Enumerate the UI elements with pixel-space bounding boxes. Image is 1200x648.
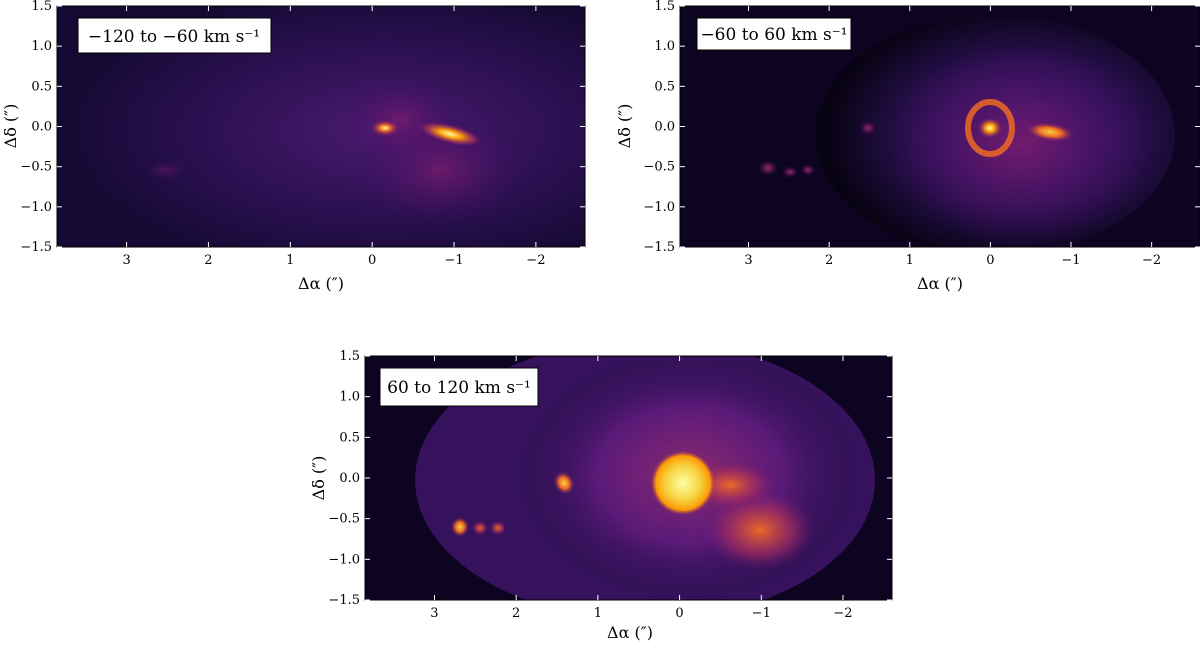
x-axis-label: Δα (″) — [298, 274, 344, 293]
x-tick-label: −2 — [833, 606, 852, 621]
panel-red-wing: 3 2 1 0 −1 −2 1.5 1.0 0.5 0.0 −0.5 −1.0 −1.5 Δα (″) … — [300, 349, 900, 644]
x-tick-label: 0 — [675, 606, 683, 621]
panel-label-box — [696, 17, 852, 51]
x-tick-label: 3 — [122, 253, 130, 268]
y-tick-label: 1.0 — [31, 39, 52, 54]
y-tick-label: −1.5 — [643, 240, 675, 255]
x-tick-label: −2 — [526, 253, 545, 268]
x-tick-label: −1 — [444, 253, 463, 268]
emission-features — [758, 15, 1175, 247]
y-tick-label: −1.0 — [20, 200, 52, 215]
x-tick-label: 2 — [825, 253, 833, 268]
x-axis-label: Δα (″) — [607, 623, 653, 642]
y-tick-label: 0.5 — [339, 430, 360, 445]
panel-central: 3 2 1 0 −1 −2 1.5 1.0 0.5 0.0 −0.5 −1.0 −1.5 Δα (″) … — [600, 0, 1200, 300]
x-tick-label: −1 — [1061, 253, 1080, 268]
y-tick-label: 0.5 — [31, 79, 52, 94]
y-tick-label: 1.0 — [339, 390, 360, 405]
y-tick-label: 0.5 — [654, 79, 675, 94]
chart-svg-3: 3 2 1 0 −1 −21.51.00.50.0−0.5−1.0−1.5 Δα (″) … — [309, 349, 893, 642]
axes-ticks-2: 3 2 1 0 −1 −2 1.5 1.0 0.5 0.0 −0.5 −1.0 −1.5 — [643, 0, 1200, 268]
chart-svg-1: 3 2 1 0 −1 −21.51.00.50.0−0.5−1.0−1.5 Δα (″) … — [1, 0, 586, 293]
y-tick-label: 0.0 — [654, 120, 675, 135]
x-tick-label: 3 — [744, 253, 752, 268]
panel-blue-wing: 3 2 1 0 −1 −2 1.5 1.0 0.5 0.0 −0.5 −1.0 −1.5 Δα (″) … — [0, 0, 600, 300]
x-tick-label: 1 — [594, 606, 602, 621]
x-axis-label: Δα (″) — [917, 274, 963, 293]
panel-label-box — [77, 17, 272, 54]
x-tick-label: −2 — [1142, 253, 1161, 268]
x-tick-label: 0 — [368, 253, 376, 268]
y-tick-label: 1.5 — [654, 0, 675, 14]
y-axis-label: Δδ (″) — [309, 456, 328, 501]
x-tick-label: 1 — [286, 253, 294, 268]
x-tick-label: 2 — [512, 606, 520, 621]
emission-features — [143, 80, 520, 225]
panel-label: −60 to 60 km s⁻¹ — [700, 25, 847, 45]
y-tick-label: −1.0 — [643, 200, 675, 215]
y-tick-label: −0.5 — [328, 512, 360, 527]
x-tick-label: 1 — [906, 253, 914, 268]
y-tick-label: 1.5 — [339, 350, 360, 364]
x-tick-label: 3 — [430, 606, 438, 621]
y-axis-label: Δδ (″) — [615, 104, 634, 149]
y-tick-label: 1.5 — [31, 0, 52, 14]
y-axis-label: Δδ (″) — [1, 104, 20, 149]
y-tick-label: −0.5 — [643, 160, 675, 175]
axes-ticks-3: 3 2 1 0 −1 −2 1.5 1.0 0.5 0.0 −0.5 −1.0 −1.5 — [328, 349, 892, 621]
panel-label: 60 to 120 km s⁻¹ — [387, 378, 531, 398]
x-tick-label: 0 — [986, 253, 994, 268]
y-tick-label: 1.0 — [654, 39, 675, 54]
emission-features — [415, 356, 875, 600]
y-tick-label: 0.0 — [339, 471, 360, 486]
x-tick-label: −1 — [752, 606, 771, 621]
y-tick-label: −0.5 — [20, 160, 52, 175]
y-tick-label: 0.0 — [31, 120, 52, 135]
panel-label-box — [379, 367, 539, 407]
y-tick-label: −1.0 — [328, 552, 360, 567]
y-tick-label: −1.5 — [20, 240, 52, 255]
chart-svg-2: 3 2 1 0 −1 −21.51.00.50.0−0.5−1.0−1.5 Δα (″) … — [615, 0, 1200, 293]
x-tick-label: 2 — [204, 253, 212, 268]
panel-label: −120 to −60 km s⁻¹ — [88, 27, 260, 47]
axes-ticks-1: 3 2 1 0 −1 −2 1.5 1.0 0.5 0.0 −0.5 −1.0 −1.5 — [20, 0, 585, 268]
y-tick-label: −1.5 — [328, 593, 360, 608]
